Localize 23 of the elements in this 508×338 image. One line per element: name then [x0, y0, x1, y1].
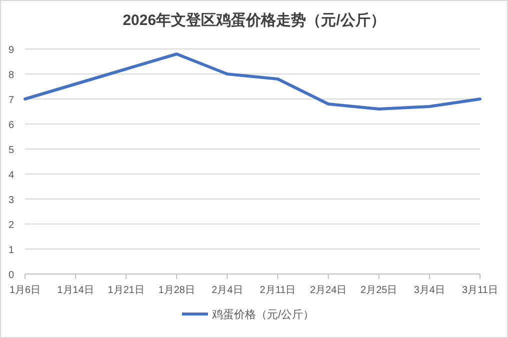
x-tick-label: 3月4日: [414, 285, 446, 296]
y-tick-label: 5: [8, 145, 14, 156]
x-tick-label: 2月4日: [212, 285, 243, 296]
x-tick-label: 1月14日: [57, 285, 94, 296]
y-tick-label: 4: [8, 170, 14, 181]
y-tick-label: 6: [8, 120, 14, 131]
y-tick-label: 0: [8, 270, 14, 281]
x-tick-label: 2月11日: [260, 285, 296, 296]
y-tick-label: 8: [8, 70, 14, 81]
y-tick-label: 3: [8, 195, 14, 206]
x-tick-label: 1月21日: [108, 285, 144, 296]
chart-title: 2026年文登区鸡蛋价格走势（元/公斤）: [122, 12, 386, 29]
y-tick-label: 7: [8, 95, 14, 106]
y-tick-label: 2: [8, 220, 14, 231]
x-tick-label: 3月11日: [462, 285, 498, 296]
y-tick-label: 9: [8, 45, 14, 56]
y-tick-label: 1: [8, 245, 14, 256]
x-tick-label: 1月6日: [9, 285, 41, 296]
legend: 鸡蛋价格（元/公斤）: [182, 309, 314, 321]
x-tick-label: 2月24日: [310, 285, 347, 296]
legend-label: 鸡蛋价格（元/公斤）: [211, 308, 314, 321]
x-tick-label: 2月25日: [360, 285, 398, 296]
x-tick-label: 1月28日: [158, 285, 196, 296]
